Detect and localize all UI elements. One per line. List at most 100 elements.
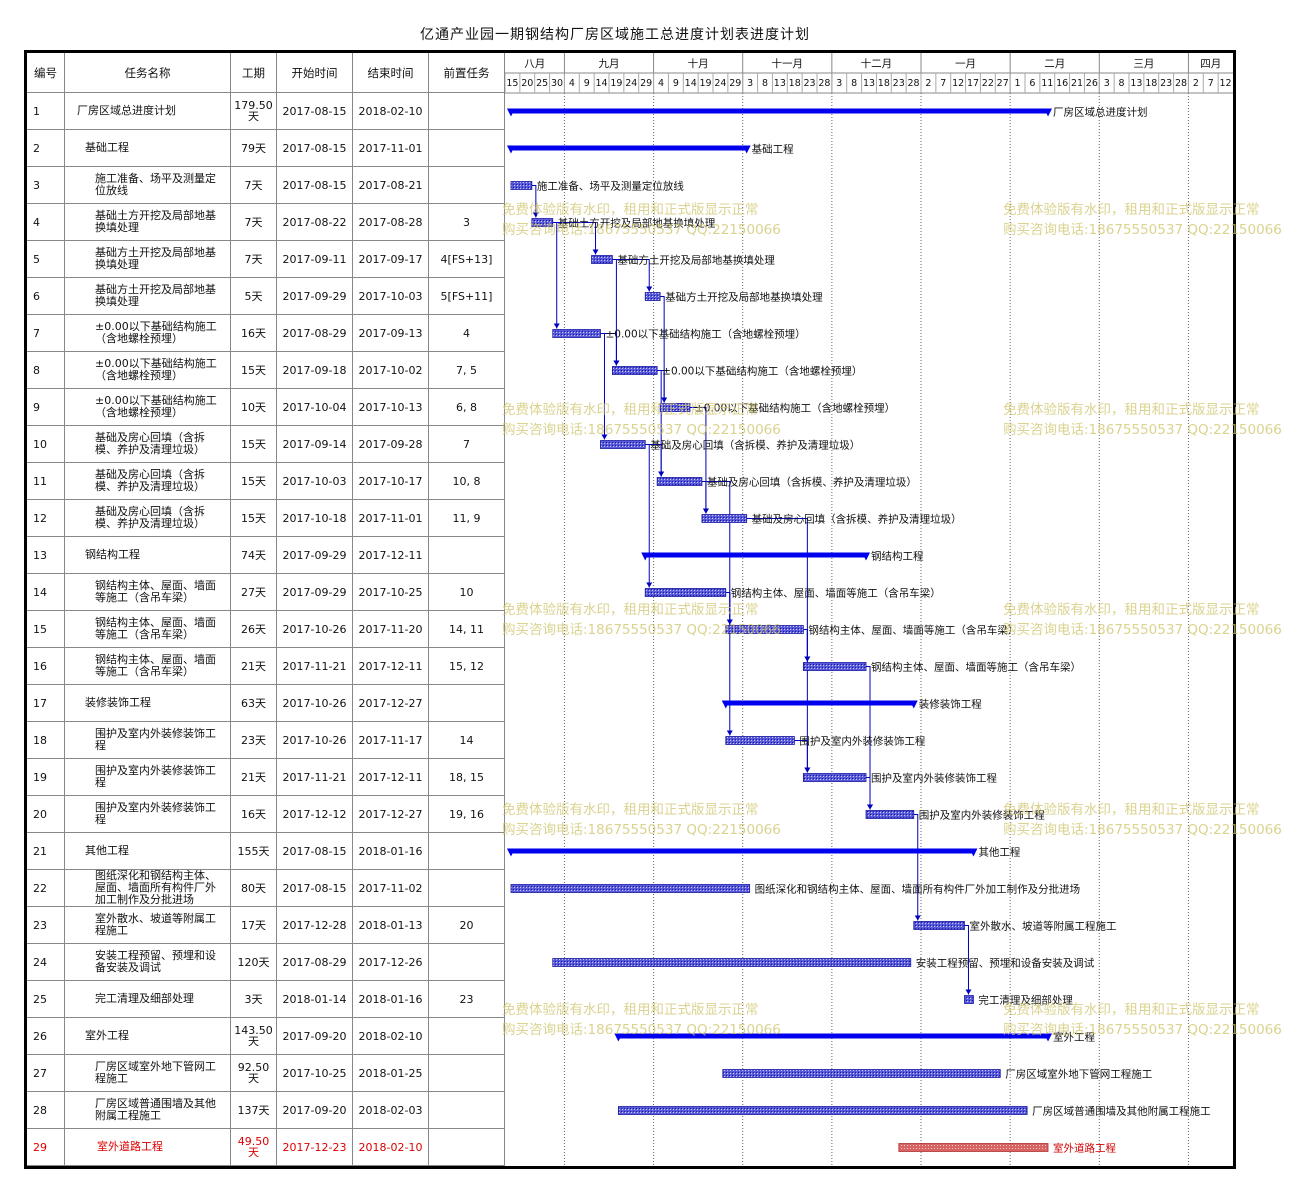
cell-name[interactable]: 装修装饰工程 <box>65 685 231 722</box>
cell-name[interactable]: 室外工程 <box>65 1018 231 1055</box>
dependency-arrow <box>658 471 665 477</box>
cell-duration: 120天 <box>231 944 277 981</box>
cell-name[interactable]: ±0.00以下基础结构施工（含地螺栓预埋） <box>65 315 231 352</box>
cell-name[interactable]: ±0.00以下基础结构施工（含地螺栓预埋） <box>65 352 231 389</box>
cell-name[interactable]: 图纸深化和钢结构主体、屋面、墙面所有构件厂外加工制作及分批进场 <box>65 870 231 907</box>
task-bar <box>510 181 533 190</box>
cell-id: 27 <box>27 1055 65 1092</box>
cell-end: 2018-01-16 <box>353 981 429 1018</box>
cell-name[interactable]: 钢结构工程 <box>65 537 231 574</box>
cell-duration: 15天 <box>231 500 277 537</box>
task-bar-label: 基础及房心回填（含拆模、养护及清理垃圾） <box>650 439 860 452</box>
cell-pred: 10, 8 <box>429 463 505 500</box>
cell-name[interactable]: 钢结构主体、屋面、墙面等施工（含吊车梁） <box>65 648 231 685</box>
task-bar-label: 室外道路工程 <box>1053 1142 1116 1155</box>
day-tick-label: 7 <box>940 78 946 89</box>
header-end: 结束时间 <box>353 53 429 93</box>
cell-name[interactable]: 安装工程预留、预埋和设备安装及调试 <box>65 944 231 981</box>
cell-end: 2017-11-17 <box>353 722 429 759</box>
task-bar-label: 基础方土开挖及局部地基换填处理 <box>617 254 775 267</box>
cell-start: 2017-10-26 <box>277 685 353 722</box>
page-title: 亿通产业园一期钢结构厂房区域施工总进度计划表进度计划 <box>420 27 810 43</box>
cell-name[interactable]: 基础方土开挖及局部地基换填处理 <box>65 241 231 278</box>
dependency-link <box>660 296 665 403</box>
cell-pred: 14 <box>429 722 505 759</box>
cell-name[interactable]: 基础及房心回填（含拆模、养护及清理垃圾） <box>65 500 231 537</box>
task-bar <box>725 736 795 745</box>
day-tick-label: 19 <box>700 78 712 89</box>
day-tick-label: 28 <box>818 78 830 89</box>
cell-end: 2017-12-11 <box>353 537 429 574</box>
cell-end: 2017-12-27 <box>353 685 429 722</box>
cell-name[interactable]: 钢结构主体、屋面、墙面等施工（含吊车梁） <box>65 611 231 648</box>
cell-id: 8 <box>27 352 65 389</box>
task-bar-label: 钢结构主体、屋面、墙面等施工（含吊车梁） <box>731 587 941 600</box>
cell-name[interactable]: 室外道路工程 <box>65 1129 231 1166</box>
day-tick-label: 20 <box>521 78 533 89</box>
cell-duration: 21天 <box>231 759 277 796</box>
cell-pred: 6, 8 <box>429 389 505 426</box>
task-bar-label: 装修装饰工程 <box>919 698 982 711</box>
day-tick-label: 14 <box>596 78 608 89</box>
header-id: 编号 <box>27 53 65 93</box>
cell-name[interactable]: 围护及室内外装修装饰工程 <box>65 759 231 796</box>
day-tick-label: 18 <box>878 78 890 89</box>
cell-name[interactable]: 基础及房心回填（含拆模、养护及清理垃圾） <box>65 426 231 463</box>
cell-pred <box>429 944 505 981</box>
cell-name[interactable]: 厂房区域总进度计划 <box>65 93 231 130</box>
cell-start: 2017-09-29 <box>277 537 353 574</box>
day-tick-label: 2 <box>1193 78 1199 89</box>
task-bar-label: ±0.00以下基础结构施工（含地螺栓预埋） <box>662 365 862 378</box>
task-bar-label: 基础工程 <box>752 143 794 156</box>
dependency-arrow <box>661 397 668 403</box>
summary-bar <box>614 1033 1053 1042</box>
cell-end: 2017-08-21 <box>353 167 429 204</box>
cell-start: 2017-08-29 <box>277 944 353 981</box>
cell-end: 2017-11-20 <box>353 611 429 648</box>
task-bar-label: 钢结构主体、屋面、墙面等施工（含吊车梁） <box>871 661 1081 674</box>
header-name: 任务名称 <box>65 53 231 93</box>
day-tick-label: 8 <box>762 78 768 89</box>
cell-name[interactable]: 围护及室内外装修装饰工程 <box>65 796 231 833</box>
day-tick-label: 4 <box>569 78 575 89</box>
dependency-arrow <box>804 767 811 773</box>
day-tick-label: 23 <box>1160 78 1172 89</box>
dependency-link <box>600 333 605 440</box>
cell-end: 2018-02-10 <box>353 1129 429 1166</box>
task-bar-label: 安装工程预留、预埋和设备安装及调试 <box>916 957 1095 970</box>
cell-end: 2017-10-25 <box>353 574 429 611</box>
cell-name[interactable]: 基础及房心回填（含拆模、养护及清理垃圾） <box>65 463 231 500</box>
cell-id: 23 <box>27 907 65 944</box>
cell-name[interactable]: 完工清理及细部处理 <box>65 981 231 1018</box>
cell-duration: 5天 <box>231 278 277 315</box>
cell-duration: 10天 <box>231 389 277 426</box>
cell-name[interactable]: 钢结构主体、屋面、墙面等施工（含吊车梁） <box>65 574 231 611</box>
cell-name[interactable]: 基础方土开挖及局部地基换填处理 <box>65 278 231 315</box>
header-start: 开始时间 <box>277 53 353 93</box>
day-tick-label: 2 <box>925 78 931 89</box>
cell-name[interactable]: 基础土方开挖及局部地基换填处理 <box>65 204 231 241</box>
cell-name[interactable]: 厂房区域普通围墙及其他附属工程施工 <box>65 1092 231 1129</box>
cell-name[interactable]: 其他工程 <box>65 833 231 870</box>
dependency-arrow <box>965 989 972 995</box>
day-tick-label: 7 <box>1208 78 1214 89</box>
dependency-arrow <box>613 360 620 366</box>
month-label: 十二月 <box>861 57 893 70</box>
day-tick-label: 24 <box>714 78 726 89</box>
cell-name[interactable]: 围护及室内外装修装饰工程 <box>65 722 231 759</box>
cell-id: 10 <box>27 426 65 463</box>
task-bar-label: 室外散水、坡道等附属工程施工 <box>969 920 1116 933</box>
task-bar <box>531 218 554 227</box>
cell-name[interactable]: 基础工程 <box>65 130 231 167</box>
cell-pred: 7 <box>429 426 505 463</box>
cell-name[interactable]: 厂房区域室外地下管网工程施工 <box>65 1055 231 1092</box>
cell-name[interactable]: 室外散水、坡道等附属工程施工 <box>65 907 231 944</box>
dependency-arrow <box>646 582 653 588</box>
cell-pred: 15, 12 <box>429 648 505 685</box>
cell-name[interactable]: ±0.00以下基础结构施工（含地螺栓预埋） <box>65 389 231 426</box>
cell-end: 2017-11-01 <box>353 500 429 537</box>
cell-pred <box>429 685 505 722</box>
month-label: 十一月 <box>772 57 804 70</box>
task-bar-label: ±0.00以下基础结构施工（含地螺栓预埋） <box>695 402 895 415</box>
cell-name[interactable]: 施工准备、场平及测量定位放线 <box>65 167 231 204</box>
